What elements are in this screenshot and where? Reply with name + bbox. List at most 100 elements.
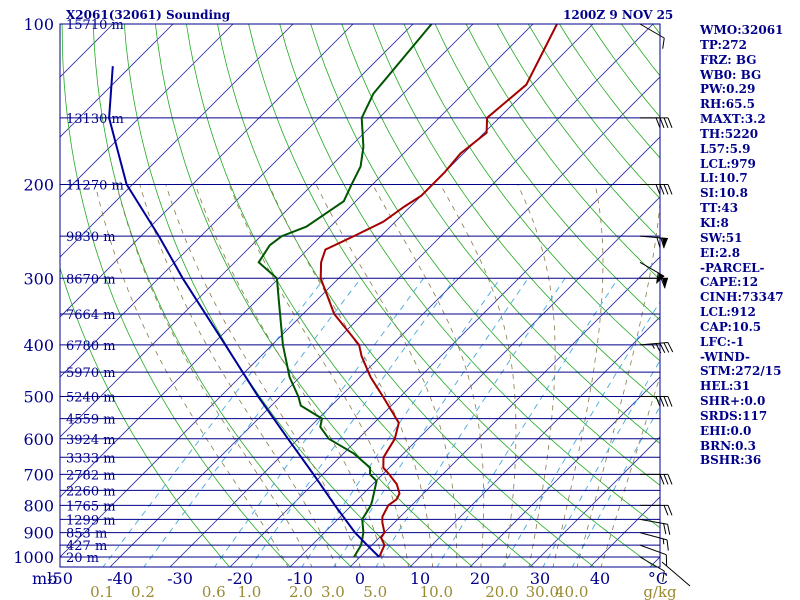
wind-barb [639,556,665,582]
mixing-ratio-unit: g/kg [643,583,677,600]
mixing-ratio-tick: 2.0 [289,583,313,600]
moist-adiabat [94,184,289,567]
height-label: 1765 m [66,499,116,514]
mixing-ratio-tick: 0.2 [131,583,155,600]
height-label: 2782 m [66,468,116,483]
barb-flag [667,342,674,353]
barb-flag [659,474,665,485]
height-label: 5240 m [66,391,116,406]
moist-adiabat [194,184,385,567]
index-item: WMO:32061 [700,23,784,37]
height-label: 4559 m [66,413,116,428]
barb-staff [639,261,665,277]
index-item: LCL:912 [700,305,756,320]
isotherm [169,76,660,567]
mixing-ratio-line [301,278,501,567]
isotherm [349,256,660,567]
isotherm [109,24,654,567]
temperature-unit: °C [648,569,668,588]
barb-flag [655,184,661,195]
index-item: LI:10.7 [700,171,748,186]
mixing-ratio-tick: 10.0 [420,583,453,600]
barb-flag [663,184,669,195]
isotherm [60,24,294,258]
temperature-tick: -50 [47,569,73,588]
mixing-ratio-tick: 5.0 [363,583,387,600]
height-label: 1299 m [66,513,116,528]
pressure-tick: 400 [23,336,54,355]
temperature-axis: -50 -40 -30 -20 -10 0 10 20 30 40 °C [47,569,668,588]
index-item: MAXT:3.2 [700,112,766,127]
barb-staff [639,235,668,240]
barb-flag [659,184,665,195]
barb-flag [655,396,661,407]
isotherm [529,436,660,567]
mixing-ratio-line [436,278,619,567]
index-item: RH:65.5 [700,97,755,112]
barb-flag [655,117,661,129]
isotherm [60,24,234,198]
mixing-ratio-axis: 0.1 0.2 0.6 1.0 2.0 3.0 5.0 10.0 20.0 30.040.0 g/k… [90,583,677,600]
barb-flag [659,396,665,407]
pressure-tick: 900 [23,524,54,543]
barb-flag [659,342,666,353]
wind-barb [639,341,674,354]
plot-frame [59,23,661,568]
index-item: LFC:-1 [700,334,745,349]
barb-flag [667,184,673,195]
temperature-tick: 10 [410,569,430,588]
isotherm [409,316,660,567]
wind-barb [639,532,669,551]
barb-flag [667,505,673,516]
index-item: SRDS:117 [700,408,768,423]
barb-flag [663,396,669,407]
pressure-tick: 200 [23,175,54,194]
moist-adiabat [576,198,660,567]
series-dewpoint [257,24,433,558]
index-item: WB0: BG [700,67,762,82]
moist-adiabat [517,184,556,567]
background-lines [60,24,660,567]
barb-flag [667,524,671,535]
temperature-tick: -10 [287,569,313,588]
mixing-ratio-tick: 3.0 [321,583,345,600]
wind-barb [640,473,673,485]
moist-adiabat [372,184,485,567]
pressure-axis: 1000 900 800 700 600 500 400 300 200 100 mb [13,15,57,588]
mixing-ratio-line [333,278,529,567]
index-item: CAPE:12 [700,275,759,290]
isotherm [60,24,534,498]
barb-flag [667,396,673,407]
mixing-ratio-tick: 30.0 [526,583,559,600]
barb-flag [662,570,665,582]
dry-adiabat [123,24,413,567]
barb-flag [659,117,665,129]
index-item: EI:2.8 [700,245,741,260]
pressure-tick: 700 [23,465,54,484]
series-parcel [108,66,380,558]
mixing-ratio-tick: 0.6 [202,583,226,600]
height-label: 9830 m [66,230,116,245]
barb-flag [667,474,673,485]
barb-pennant [662,278,668,289]
dry-adiabat [248,24,656,567]
barb-half [662,538,665,545]
moist-adiabat [552,184,604,567]
barb-flag [656,237,661,249]
wind-barb [639,544,668,566]
mixing-ratio-line [375,278,566,567]
wind-barbs [639,23,691,587]
height-label: 2260 m [66,484,116,499]
isotherm [60,24,474,438]
barb-flag [660,237,665,249]
barb-staff [639,23,665,39]
height-label: 3924 m [66,433,116,448]
index-item: BSHR:36 [700,453,762,468]
mixing-ratio-tick: 40.0 [555,583,588,600]
barb-flag [656,272,659,284]
pressure-tick: 600 [23,430,54,449]
series-temperature [319,24,558,558]
wind-barb [640,117,673,129]
height-label: 13130 m [66,112,124,127]
pressure-tick: 1000 [13,548,54,567]
